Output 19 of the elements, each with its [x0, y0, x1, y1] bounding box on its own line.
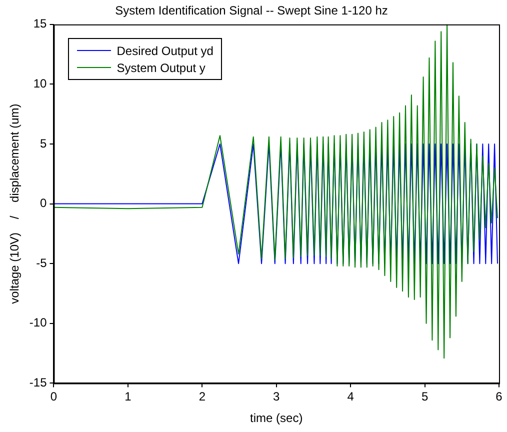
y-tick-label: 10	[33, 76, 48, 91]
x-tick-label: 2	[198, 390, 206, 404]
y-tick-label: 15	[33, 16, 48, 31]
y-tick-label: -10	[29, 316, 48, 330]
legend-label: System Output y	[116, 60, 206, 75]
x-tick-label: 4	[347, 390, 354, 404]
x-tick-label: 3	[273, 390, 280, 404]
y-axis-title: voltage (10V) / displacement (um)	[8, 104, 22, 304]
x-tick-label: 0	[50, 390, 58, 404]
y-tick-label: 0	[40, 196, 48, 210]
y-tick-label: -15	[29, 376, 48, 390]
y-tick-label: 5	[40, 136, 48, 150]
x-axis-title: time (sec)	[250, 411, 303, 426]
legend-label: Desired Output yd	[116, 44, 214, 58]
y-tick-label: -5	[36, 256, 48, 270]
x-tick-label: 1	[124, 390, 132, 404]
x-tick-label: 6	[496, 390, 503, 404]
x-tick-label: 5	[421, 390, 428, 404]
chart-title: System Identification Signal -- Swept Sine 1-120 hz	[115, 4, 388, 18]
